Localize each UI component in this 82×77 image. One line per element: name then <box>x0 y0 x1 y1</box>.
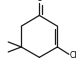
Text: Cl: Cl <box>70 51 77 60</box>
Text: O: O <box>36 0 42 3</box>
